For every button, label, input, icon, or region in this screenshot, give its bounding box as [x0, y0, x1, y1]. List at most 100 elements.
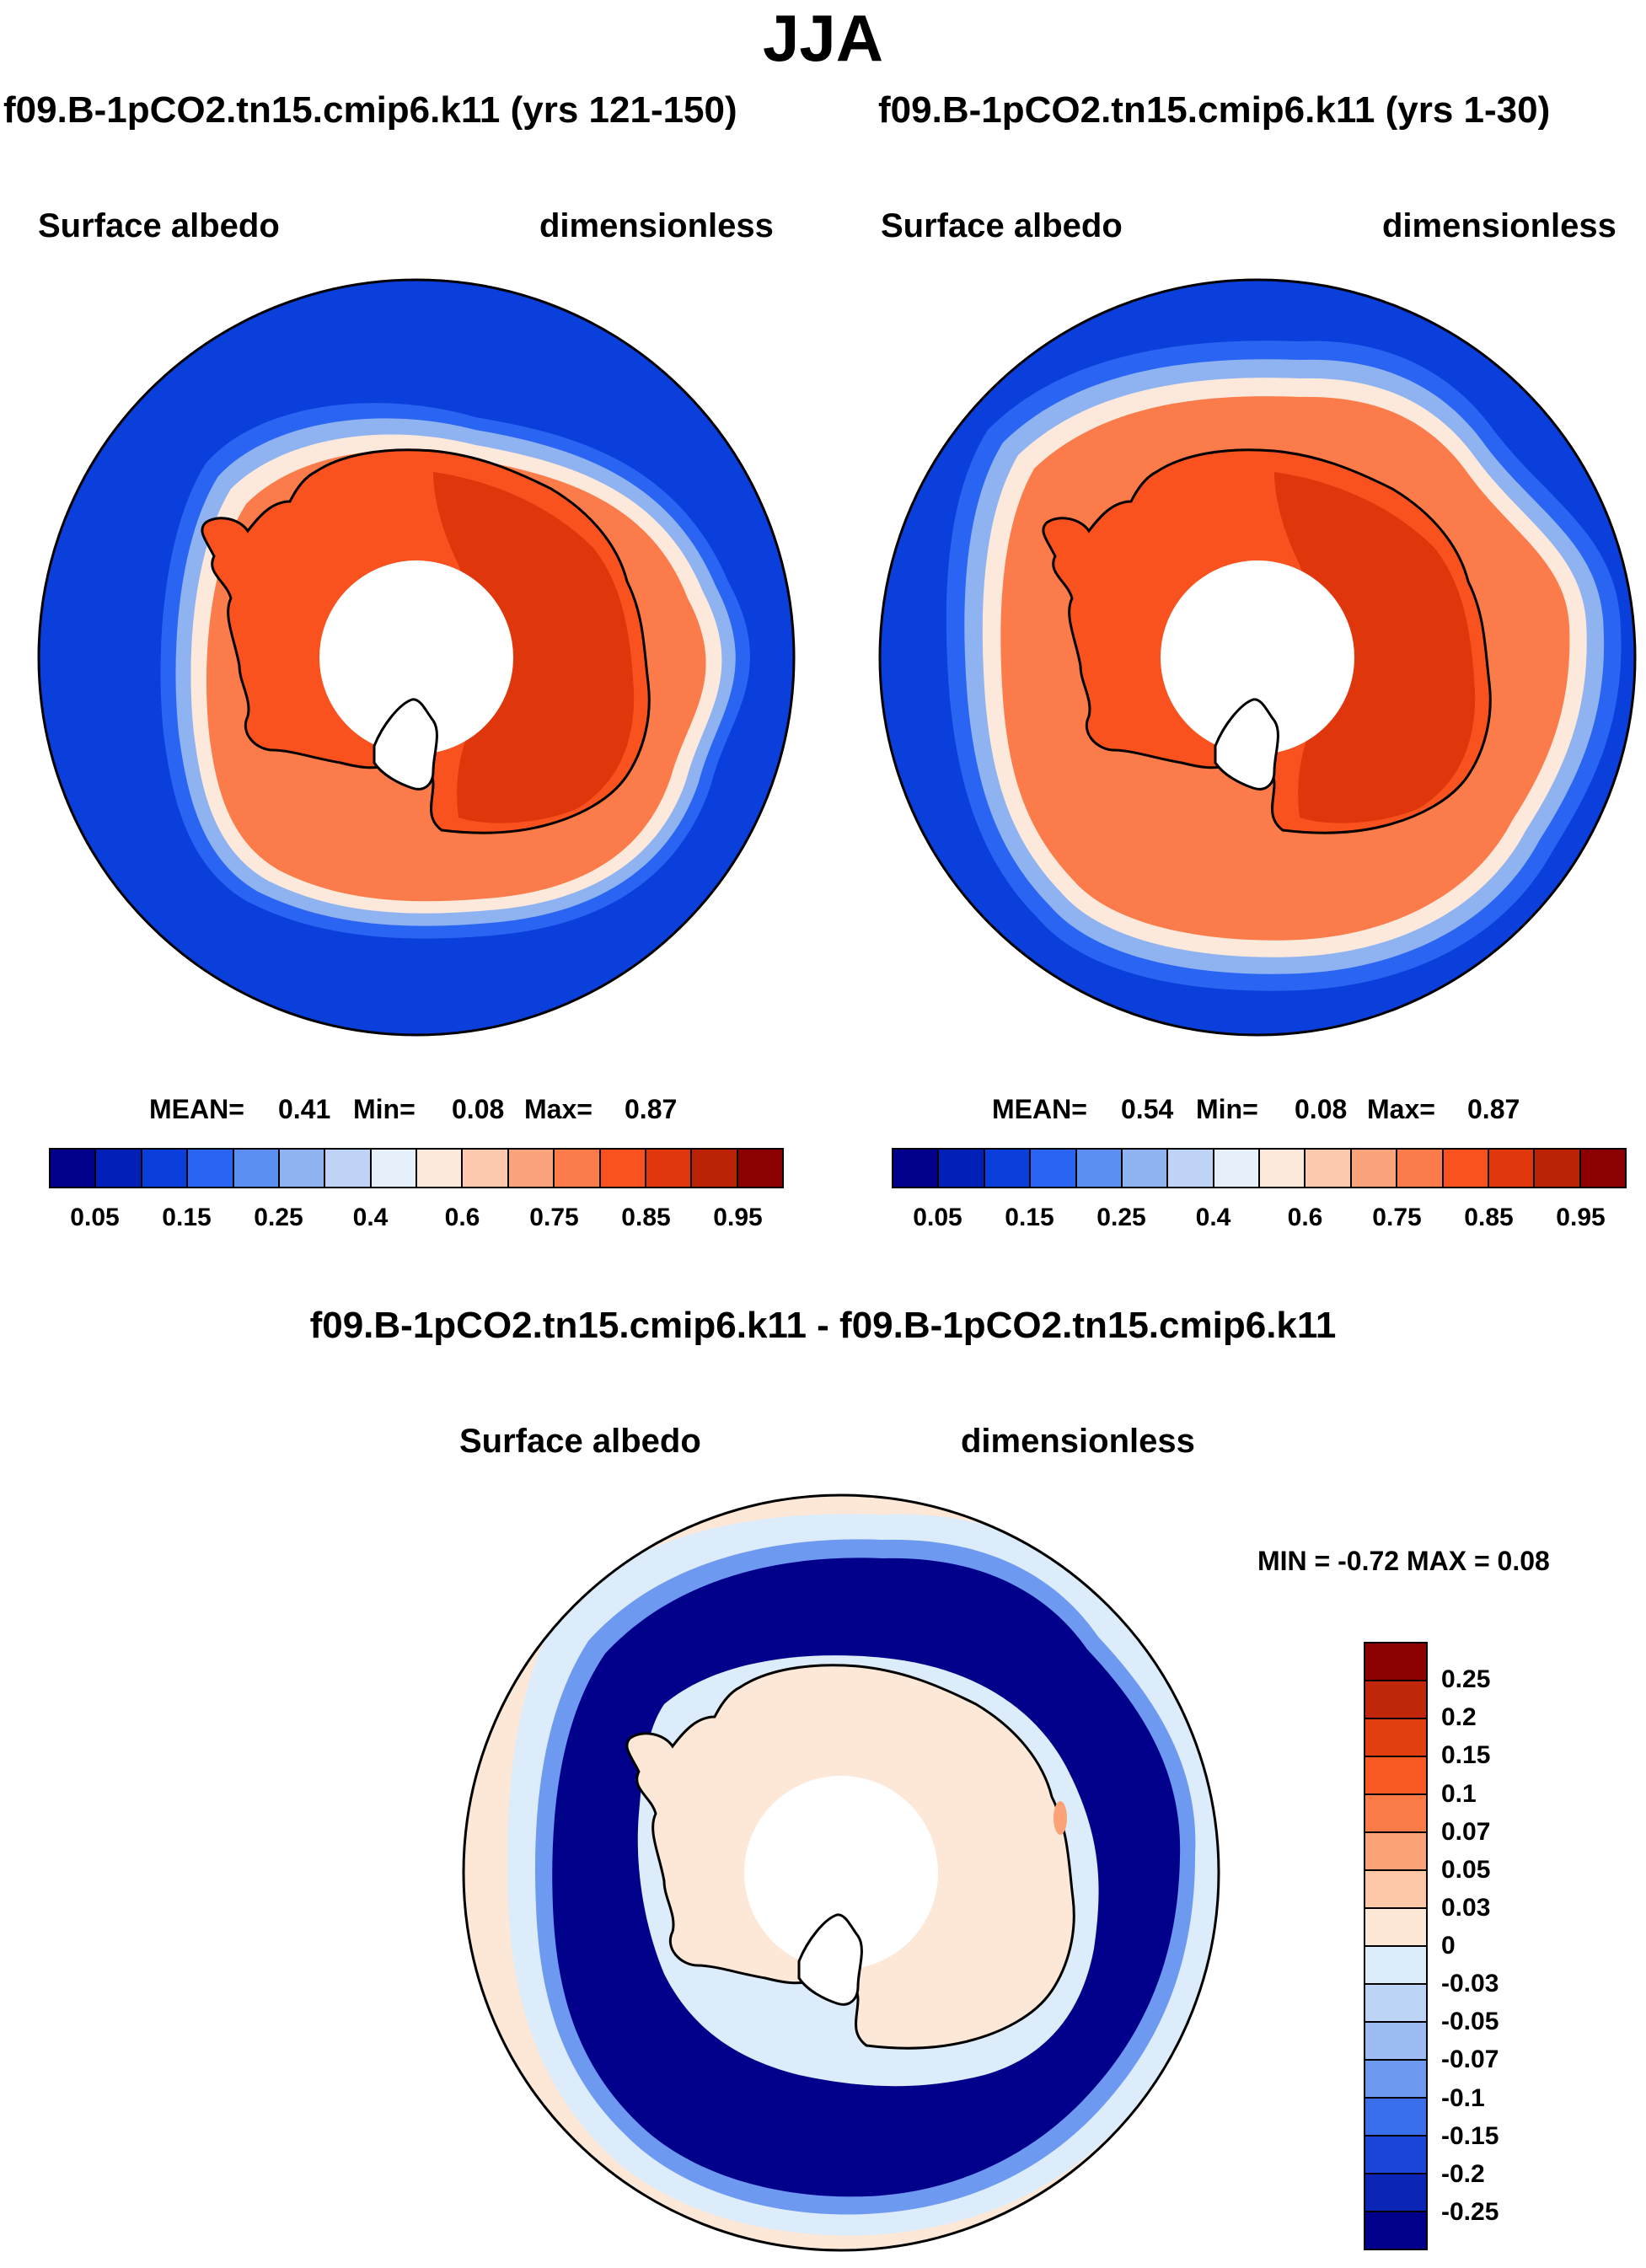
diff-colorbar-swatch — [1365, 1947, 1426, 1985]
panel1-max-value: 0.87 — [625, 1094, 678, 1124]
panel2-colorbar-swatch — [1580, 1150, 1625, 1187]
panel1-colorbar-swatch — [646, 1150, 693, 1187]
panel2-colorbar-tick-label: 0.75 — [1372, 1204, 1422, 1231]
panel1-colorbar-swatch — [279, 1150, 326, 1187]
panel2-colorbar-tick-label: 0.4 — [1195, 1204, 1231, 1231]
panel2-case-title: f09.B-1pCO2.tn15.cmip6.k11 (yrs 1-30) — [878, 89, 1551, 131]
panel1-min-label: Min= — [353, 1094, 416, 1124]
panel1-min-value: 0.08 — [452, 1094, 505, 1124]
panel2-colorbar-swatch — [1260, 1150, 1306, 1187]
diff-colorbar-swatch — [1365, 2061, 1426, 2099]
panel2-colorbar-swatch — [893, 1150, 940, 1187]
panel1-pole-hole — [319, 560, 513, 754]
panel1-ross-ice-shelf — [373, 698, 438, 791]
diff-colorbar-swatch — [1365, 1757, 1426, 1795]
panel1-colorbar-tick-label: 0.25 — [254, 1204, 303, 1231]
panel1-colorbar-swatch — [600, 1150, 646, 1187]
panel1-colorbar-swatch — [737, 1150, 782, 1187]
panel2-pole-hole — [1161, 560, 1354, 754]
panel2-colorbar-swatch — [1535, 1150, 1581, 1187]
diff-polar-map — [462, 1493, 1220, 2252]
panel1-colorbar-swatch — [371, 1150, 417, 1187]
panel1-units-label: dimensionless — [539, 207, 774, 244]
diff-colorbar-swatch — [1365, 1643, 1426, 1681]
panel2-colorbar-tick-label: 0.95 — [1556, 1204, 1606, 1231]
panel1-colorbar-tick-label: 0.4 — [352, 1204, 389, 1231]
panel2-min-value: 0.08 — [1295, 1094, 1348, 1124]
panel1-colorbar-tick-label: 0.85 — [621, 1204, 671, 1231]
panel1-colorbar-tick-label: 0.6 — [444, 1204, 480, 1231]
panel2-colorbar-tick-label: 0.25 — [1096, 1204, 1146, 1231]
panel2-colorbar-swatch — [1168, 1150, 1214, 1187]
panel1-polar-map — [37, 278, 796, 1037]
diff-colorbar-tick-label: 0.03 — [1441, 1893, 1491, 1922]
diff-colorbar-tick-label: -0.15 — [1441, 2121, 1499, 2150]
diff-colorbar-swatch — [1365, 2174, 1426, 2212]
panel1-mean-value: 0.41 — [278, 1094, 331, 1124]
panel2-colorbar-swatch — [1214, 1150, 1260, 1187]
panel2-colorbar-swatch — [939, 1150, 985, 1187]
panel2-mean-value: 0.54 — [1121, 1094, 1174, 1124]
diff-positive-patch — [1054, 1801, 1067, 1835]
diff-minmax: MIN = -0.72 MAX = 0.08 — [1257, 1546, 1550, 1576]
diff-pole-hole — [744, 1776, 938, 1970]
diff-colorbar-tick-label: -0.07 — [1441, 2045, 1499, 2074]
panel1-colorbar — [49, 1148, 784, 1188]
panel2-colorbar-swatch — [1306, 1150, 1352, 1187]
panel1-colorbar-swatch — [188, 1150, 234, 1187]
panel2-min-label: Min= — [1196, 1094, 1258, 1124]
panel1-colorbar-swatch — [142, 1150, 189, 1187]
panel2-colorbar-tick-label: 0.05 — [913, 1204, 962, 1231]
panel2-colorbar-tick-label: 0.6 — [1287, 1204, 1323, 1231]
diff-colorbar-tick-label: 0.07 — [1441, 1817, 1491, 1846]
panel2-max-value: 0.87 — [1467, 1094, 1520, 1124]
panel2-colorbar-swatch — [1031, 1150, 1077, 1187]
diff-colorbar-tick-label: -0.25 — [1441, 2197, 1499, 2226]
panel2-colorbar — [892, 1148, 1627, 1188]
diff-colorbar-swatch — [1365, 1871, 1426, 1909]
panel1-colorbar-swatch — [325, 1150, 372, 1187]
panel2-colorbar-swatch — [1351, 1150, 1398, 1187]
diff-colorbar-swatch — [1365, 2023, 1426, 2061]
diff-colorbar-tick-label: 0.2 — [1441, 1703, 1477, 1732]
diff-colorbar-tick-label: -0.03 — [1441, 1970, 1499, 1998]
diff-colorbar-swatch — [1365, 2212, 1426, 2249]
panel2-mean-label: MEAN= — [992, 1094, 1087, 1124]
diff-colorbar-swatch — [1365, 2137, 1426, 2174]
panel1-colorbar-swatch — [555, 1150, 601, 1187]
panel1-case-title: f09.B-1pCO2.tn15.cmip6.k11 (yrs 121-150) — [3, 89, 737, 131]
diff-colorbar-swatch — [1365, 1795, 1426, 1833]
diff-colorbar-swatch — [1365, 2099, 1426, 2137]
panel1-colorbar-swatch — [96, 1150, 142, 1187]
panel2-colorbar-tick-label: 0.15 — [1005, 1204, 1054, 1231]
panel1-field-label: Surface albedo — [38, 207, 280, 244]
panel2-colorbar-swatch — [1122, 1150, 1169, 1187]
diff-colorbar-tick-label: -0.05 — [1441, 2008, 1499, 2036]
panel2-ross-ice-shelf — [1214, 698, 1279, 791]
panel2-colorbar-swatch — [1443, 1150, 1489, 1187]
diff-colorbar-swatch — [1365, 1681, 1426, 1719]
diff-colorbar-tick-label: 0 — [1441, 1932, 1456, 1960]
panel1-mean-label: MEAN= — [149, 1094, 244, 1124]
panel1-colorbar-swatch — [463, 1150, 509, 1187]
diff-colorbar-swatch — [1365, 1719, 1426, 1757]
panel2-colorbar-swatch — [1397, 1150, 1444, 1187]
diff-title: f09.B-1pCO2.tn15.cmip6.k11 - f09.B-1pCO2… — [309, 1305, 1337, 1346]
panel2-polar-map — [878, 278, 1637, 1037]
main-title: JJA — [762, 1, 884, 75]
panel2-max-label: Max= — [1367, 1094, 1435, 1124]
panel2-colorbar-swatch — [1076, 1150, 1123, 1187]
panel2-colorbar-tick-label: 0.85 — [1464, 1204, 1514, 1231]
panel1-colorbar-swatch — [692, 1150, 738, 1187]
diff-colorbar-tick-label: -0.1 — [1441, 2083, 1485, 2112]
panel1-max-label: Max= — [524, 1094, 592, 1124]
panel1-colorbar-tick-label: 0.05 — [70, 1204, 120, 1231]
panel2-field-label: Surface albedo — [881, 207, 1123, 244]
panel2-east-plateau — [1274, 472, 1476, 823]
diff-colorbar-tick-label: -0.2 — [1441, 2159, 1485, 2188]
panel2-units-label: dimensionless — [1382, 207, 1617, 244]
diff-colorbar — [1364, 1642, 1428, 2250]
panel1-colorbar-tick-label: 0.95 — [713, 1204, 763, 1231]
panel1-colorbar-swatch — [417, 1150, 464, 1187]
panel1-east-plateau — [433, 472, 635, 823]
